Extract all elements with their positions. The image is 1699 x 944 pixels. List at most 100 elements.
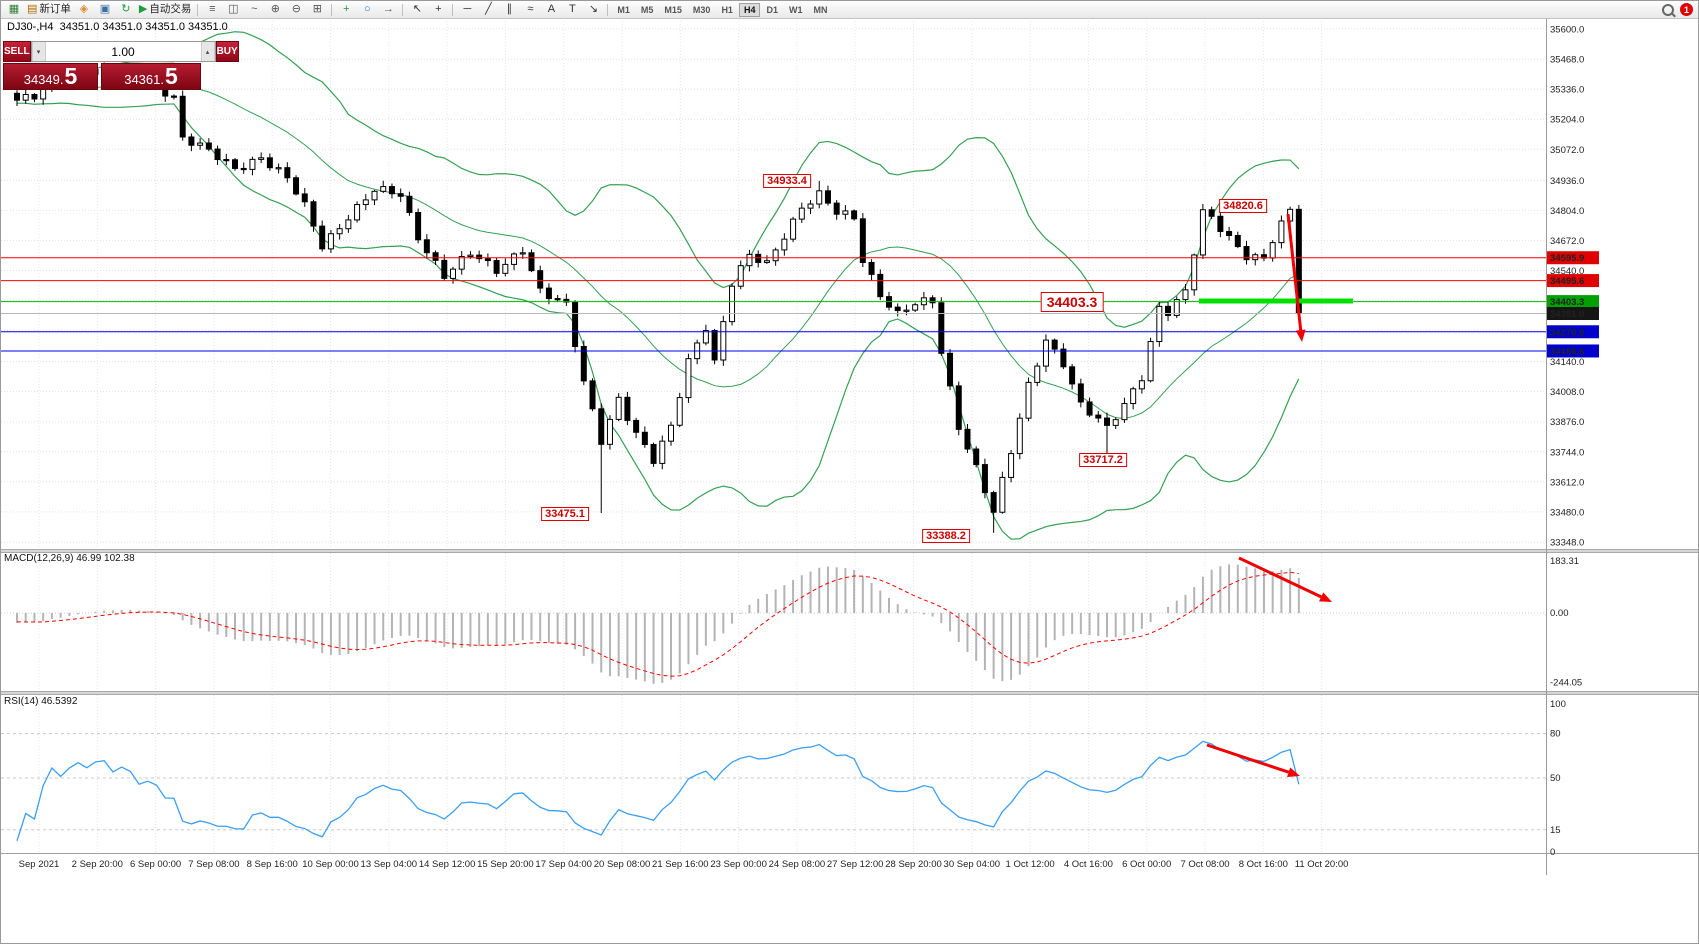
svg-text:35072.0: 35072.0: [1550, 145, 1584, 156]
auto-scroll-icon: ○: [364, 3, 371, 15]
rsi-indicator-label: RSI(14) 46.5392: [4, 696, 78, 707]
autotrading-button-label: 自动交易: [149, 3, 192, 15]
timeframe-m1[interactable]: M1: [617, 4, 630, 15]
svg-text:34186.6: 34186.6: [1550, 346, 1584, 357]
horizontal-level-lines[interactable]: [1, 257, 1546, 352]
time-axis[interactable]: Sep 2021 2 Sep 20:00 6 Sep 00:00 7 Sep 08:0…: [19, 859, 1349, 870]
toolbar-separator: [197, 3, 199, 16]
timeframe-m15[interactable]: M15: [664, 4, 682, 15]
bars-chart-icon[interactable]: ≡: [202, 2, 222, 17]
svg-text:34270.9: 34270.9: [1550, 327, 1584, 338]
new-chart-icon: ▦: [8, 3, 20, 15]
buy-price[interactable]: 34361. 5: [101, 63, 201, 90]
panel-divider[interactable]: [1, 549, 1699, 854]
label-icon[interactable]: T: [562, 2, 582, 17]
chart-profiles-icon: ▣: [99, 3, 111, 15]
sell-price-main: 34349.: [23, 72, 64, 87]
buy-button[interactable]: BUY: [215, 41, 239, 62]
crosshair-icon[interactable]: +: [428, 2, 448, 17]
new-order-button-label: 新订单: [39, 3, 71, 15]
svg-text:30 Sep 04:00: 30 Sep 04:00: [944, 859, 1001, 870]
channel-icon[interactable]: ∥: [499, 2, 519, 17]
timeframe-w1[interactable]: W1: [788, 4, 803, 15]
timeframe-h4[interactable]: H4: [738, 2, 761, 17]
chart-shift-icon[interactable]: →: [378, 2, 398, 17]
buy-price-pip: 5: [164, 63, 178, 89]
crosshair-icon: +: [435, 3, 442, 15]
new-order-plus-icon[interactable]: +: [336, 2, 356, 17]
new-order-plus-icon: +: [343, 3, 350, 15]
toolbar-separator: [331, 3, 333, 16]
price-label: 33388.2: [922, 529, 970, 543]
text-icon[interactable]: A: [541, 2, 561, 17]
notification-badge[interactable]: 1: [1680, 3, 1693, 16]
toolbar-separator: [402, 3, 404, 16]
svg-text:21 Sep 16:00: 21 Sep 16:00: [652, 859, 709, 870]
svg-text:34495.6: 34495.6: [1550, 276, 1584, 287]
lot-size-input[interactable]: [45, 42, 201, 61]
new-chart-icon[interactable]: ▦: [4, 2, 24, 17]
bars-chart-icon: ≡: [209, 3, 216, 15]
autotrading-button[interactable]: ▶ 自动交易: [137, 2, 193, 17]
auto-scroll-icon[interactable]: ○: [357, 2, 377, 17]
svg-text:34403.3: 34403.3: [1550, 297, 1584, 308]
timeframe-m30[interactable]: M30: [692, 4, 711, 15]
svg-text:183.31: 183.31: [1550, 556, 1579, 567]
svg-text:8 Sep 16:00: 8 Sep 16:00: [247, 859, 298, 870]
svg-text:15: 15: [1550, 825, 1561, 836]
timeframe-m5[interactable]: M5: [640, 4, 654, 15]
svg-text:33876.0: 33876.0: [1550, 417, 1584, 428]
price-axis[interactable]: 35600.0 35468.0 35336.0 35204.0 35072.0 34936…: [1546, 18, 1599, 875]
cursor-icon[interactable]: ↖: [407, 2, 427, 17]
timeframe-mn[interactable]: MN: [813, 4, 828, 15]
price-tag: [1547, 344, 1599, 358]
sell-price[interactable]: 34349. 5: [3, 63, 98, 90]
svg-text:6 Oct 00:00: 6 Oct 00:00: [1122, 859, 1171, 870]
refresh-icon[interactable]: ↻: [116, 2, 136, 17]
timeframe-h1[interactable]: H1: [721, 4, 733, 15]
fibonacci-icon[interactable]: ≈: [520, 2, 540, 17]
shapes-icon[interactable]: ↘: [583, 2, 603, 17]
svg-text:35336.0: 35336.0: [1550, 85, 1584, 96]
timeframe-d1[interactable]: D1: [766, 4, 778, 15]
svg-text:15 Sep 20:00: 15 Sep 20:00: [477, 859, 534, 870]
svg-text:11 Oct 20:00: 11 Oct 20:00: [1295, 859, 1349, 870]
svg-text:50: 50: [1550, 773, 1561, 784]
svg-text:23 Sep 00:00: 23 Sep 00:00: [710, 859, 767, 870]
toolbar-separator: [607, 3, 609, 16]
tile-windows-icon[interactable]: ⊞: [307, 2, 327, 17]
svg-text:28 Sep 20:00: 28 Sep 20:00: [885, 859, 942, 870]
lot-decrease-button[interactable]: ▾: [31, 42, 46, 61]
line-chart-icon[interactable]: ~: [244, 2, 264, 17]
svg-text:24 Sep 08:00: 24 Sep 08:00: [769, 859, 826, 870]
horizontal-line-icon[interactable]: ─: [457, 2, 477, 17]
zoom-out-icon[interactable]: ⊖: [286, 2, 306, 17]
toolbar-icons: ▦ ▤ 新订单 ◈ ▣ ↻ ▶ 自动交易 ≡ ◫ ~ ⊕ ⊖ ⊞ + ○ → ↖ + ─ ╱ ∥ ≈ A T ↘ M1 M5 M15 M3…: [4, 2, 832, 17]
zoom-in-icon[interactable]: ⊕: [265, 2, 285, 17]
svg-text:33612.0: 33612.0: [1550, 477, 1584, 488]
svg-text:34140.0: 34140.0: [1550, 357, 1584, 368]
svg-text:33348.0: 33348.0: [1550, 538, 1584, 549]
svg-text:13 Sep 04:00: 13 Sep 04:00: [361, 859, 418, 870]
chart-profiles-icon[interactable]: ▣: [95, 2, 115, 17]
svg-text:34008.0: 34008.0: [1550, 387, 1584, 398]
toolbar: ▦ ▤ 新订单 ◈ ▣ ↻ ▶ 自动交易 ≡ ◫ ~ ⊕ ⊖ ⊞ + ○ → ↖ + ─ ╱ ∥ ≈ A T ↘ M1 M5 M15 M3…: [1, 1, 1698, 19]
search-icon[interactable]: [1662, 3, 1674, 16]
svg-text:80: 80: [1550, 729, 1561, 740]
chart-ohlc-info: DJ30-,H4 34351.0 34351.0 34351.0 34351.0: [7, 21, 228, 33]
new-order-button[interactable]: ▤ 新订单: [25, 2, 73, 17]
svg-text:14 Sep 12:00: 14 Sep 12:00: [419, 859, 476, 870]
svg-text:0: 0: [1550, 847, 1555, 858]
trade-panel-top-row: SELL ▾ ▴ BUY: [3, 41, 239, 62]
trendline-icon[interactable]: ╱: [478, 2, 498, 17]
lot-increase-button[interactable]: ▴: [200, 42, 215, 61]
favorites-icon[interactable]: ◈: [74, 2, 94, 17]
svg-text:2 Sep 20:00: 2 Sep 20:00: [72, 859, 123, 870]
sell-button[interactable]: SELL: [3, 41, 31, 62]
rsi-panel: [1, 733, 1546, 842]
macd-indicator-label: MACD(12,26,9) 46.99 102.38: [4, 553, 135, 564]
candlestick-chart-icon[interactable]: ◫: [223, 2, 243, 17]
svg-text:7 Sep 08:00: 7 Sep 08:00: [188, 859, 239, 870]
